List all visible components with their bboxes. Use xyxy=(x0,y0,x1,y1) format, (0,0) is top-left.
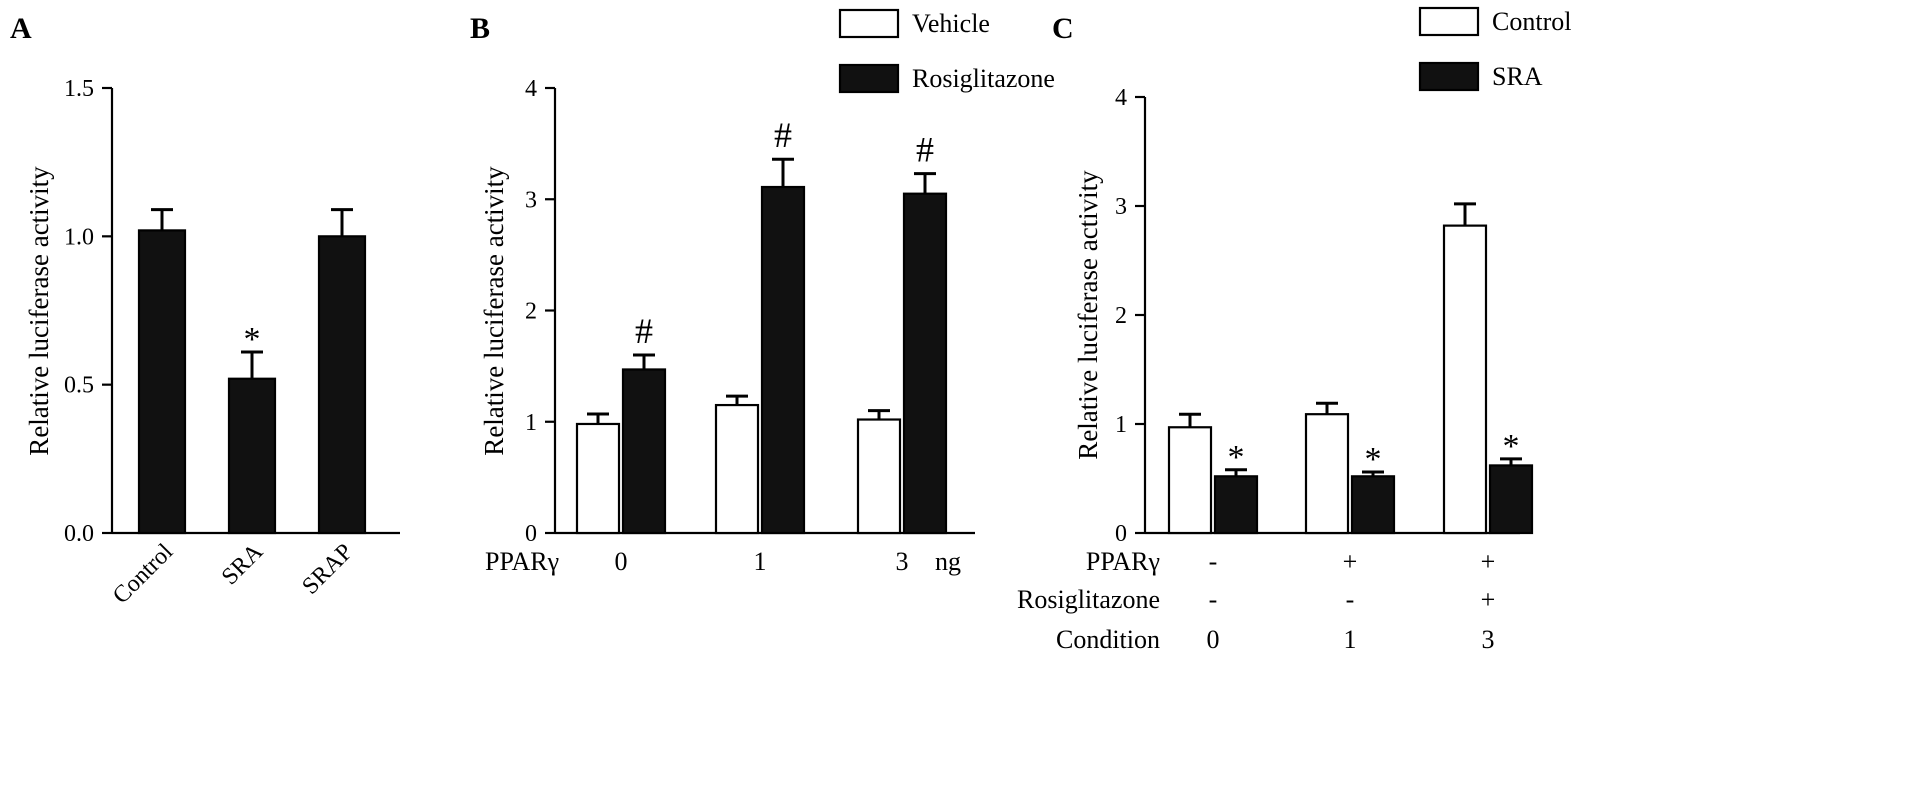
condition-row-label-c: Condition xyxy=(1056,625,1160,654)
bar-c xyxy=(1442,224,1488,535)
bar-b xyxy=(714,403,760,535)
y-tick-label-c: 2 xyxy=(1115,303,1127,329)
panel-b-label: B xyxy=(470,12,490,45)
x-unit-label-b: ng xyxy=(935,547,961,576)
condition-row-value-c: - xyxy=(1346,585,1355,614)
bar-a xyxy=(227,377,277,535)
significance-mark-c: * xyxy=(1365,441,1382,478)
significance-mark-c: * xyxy=(1228,439,1245,476)
significance-mark-b: # xyxy=(774,115,792,155)
bar-b xyxy=(902,192,948,535)
y-tick-label-c: 1 xyxy=(1115,412,1127,438)
y-axis-title-a: Relative luciferase activity xyxy=(24,166,54,456)
legend-swatch-c xyxy=(1418,6,1480,37)
x-category-label-b: 3 xyxy=(896,547,909,576)
condition-row-value-c: 0 xyxy=(1207,625,1220,654)
condition-row-value-c: - xyxy=(1209,547,1218,576)
bar-c xyxy=(1304,413,1350,535)
chart-c: 0 1 2 3 4 Relative luciferase activity * * * PPAR… xyxy=(1017,6,1571,654)
panel-c-label: C xyxy=(1052,12,1074,45)
bar-c xyxy=(1213,475,1259,535)
legend-swatch-c xyxy=(1418,61,1480,92)
y-tick-label-a: 1.0 xyxy=(64,224,94,250)
condition-row-label-c: PPARγ xyxy=(1086,547,1160,576)
condition-row-value-c: 1 xyxy=(1344,625,1357,654)
condition-row-value-c: + xyxy=(1481,547,1496,576)
bar-a xyxy=(137,229,187,535)
legend-label-c: Control xyxy=(1492,7,1571,36)
chart-b: 0 1 2 3 4 Relative luciferase activity # # # PPAR… xyxy=(479,8,1055,576)
x-category-label-b: 0 xyxy=(615,547,628,576)
y-tick-label-b: 3 xyxy=(525,187,537,213)
bar-b xyxy=(856,418,902,535)
bar-a xyxy=(317,235,367,535)
legend-swatch-b xyxy=(838,63,900,94)
significance-mark-a: * xyxy=(244,321,261,358)
bar-c xyxy=(1350,475,1396,535)
y-tick-label-a: 1.5 xyxy=(64,76,94,102)
y-axis-title-b: Relative luciferase activity xyxy=(479,166,509,456)
y-tick-label-a: 0.5 xyxy=(64,373,94,399)
bar-b xyxy=(575,422,621,535)
legend-swatch-b xyxy=(838,8,900,39)
y-tick-label-b: 1 xyxy=(525,410,537,436)
condition-row-label-c: Rosiglitazone xyxy=(1017,585,1160,614)
y-tick-label-c: 0 xyxy=(1115,521,1127,547)
y-axis-title-c: Relative luciferase activity xyxy=(1073,170,1103,460)
significance-mark-b: # xyxy=(916,130,934,170)
condition-row-value-c: - xyxy=(1209,585,1218,614)
x-category-label-b: 1 xyxy=(754,547,767,576)
panel-a-label: A xyxy=(10,12,32,45)
bar-b xyxy=(621,368,667,535)
x-row-label-b: PPARγ xyxy=(485,547,559,576)
condition-row-value-c: + xyxy=(1343,547,1358,576)
legend-label-c: SRA xyxy=(1492,62,1543,91)
condition-row-value-c: 3 xyxy=(1482,625,1495,654)
bar-b xyxy=(760,185,806,535)
significance-mark-b: # xyxy=(635,311,653,351)
significance-mark-c: * xyxy=(1503,428,1520,465)
bar-c xyxy=(1488,464,1534,535)
y-tick-label-c: 3 xyxy=(1115,194,1127,220)
legend-label-b: Vehicle xyxy=(912,9,990,38)
bar-c xyxy=(1167,426,1213,535)
y-tick-label-b: 2 xyxy=(525,299,537,325)
legend-label-b: Rosiglitazone xyxy=(912,64,1055,93)
condition-row-value-c: + xyxy=(1481,585,1496,614)
y-tick-label-b: 0 xyxy=(525,521,537,547)
y-tick-label-b: 4 xyxy=(525,76,537,102)
y-tick-label-a: 0.0 xyxy=(64,521,94,547)
y-tick-label-c: 4 xyxy=(1115,85,1127,111)
